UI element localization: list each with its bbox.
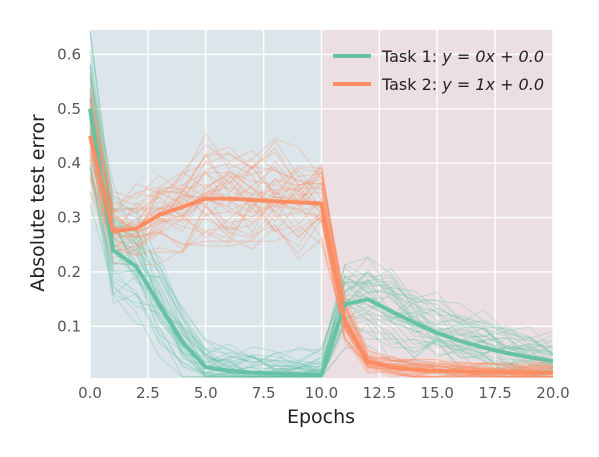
x-axis-ticks: 0.0 2.5 5.0 7.5 10.0 12.5 15.0 17.5 20.0	[78, 384, 570, 402]
y-tick-label: 0.4	[57, 154, 81, 172]
x-axis-label: Epochs	[287, 406, 355, 428]
y-tick-label: 0.5	[57, 100, 81, 118]
x-tick-label: 2.5	[136, 384, 160, 402]
legend-label-math: y = 1x + 0.0	[441, 75, 544, 94]
x-tick-label: 0.0	[78, 384, 102, 402]
y-axis-ticks: 0.1 0.2 0.3 0.4 0.5 0.6	[57, 45, 81, 335]
x-tick-label: 15.0	[421, 384, 454, 402]
x-tick-label: 12.5	[363, 384, 396, 402]
y-tick-label: 0.1	[57, 317, 81, 335]
legend-label-prefix: Task 2:	[381, 75, 442, 94]
legend-label-1: Task 1: y = 0x + 0.0	[381, 47, 544, 66]
x-tick-label: 7.5	[252, 384, 276, 402]
y-tick-label: 0.6	[57, 45, 81, 63]
x-tick-label: 20.0	[536, 384, 569, 402]
y-tick-label: 0.2	[57, 263, 81, 281]
legend-label-math: y = 0x + 0.0	[441, 47, 544, 66]
x-tick-label: 10.0	[305, 384, 338, 402]
legend-label-2: Task 2: y = 1x + 0.0	[381, 75, 544, 94]
legend-label-prefix: Task 1:	[381, 47, 442, 66]
x-tick-label: 5.0	[194, 384, 218, 402]
y-tick-label: 0.3	[57, 209, 81, 227]
y-axis-label: Absolute test error	[27, 114, 49, 292]
x-tick-label: 17.5	[478, 384, 511, 402]
